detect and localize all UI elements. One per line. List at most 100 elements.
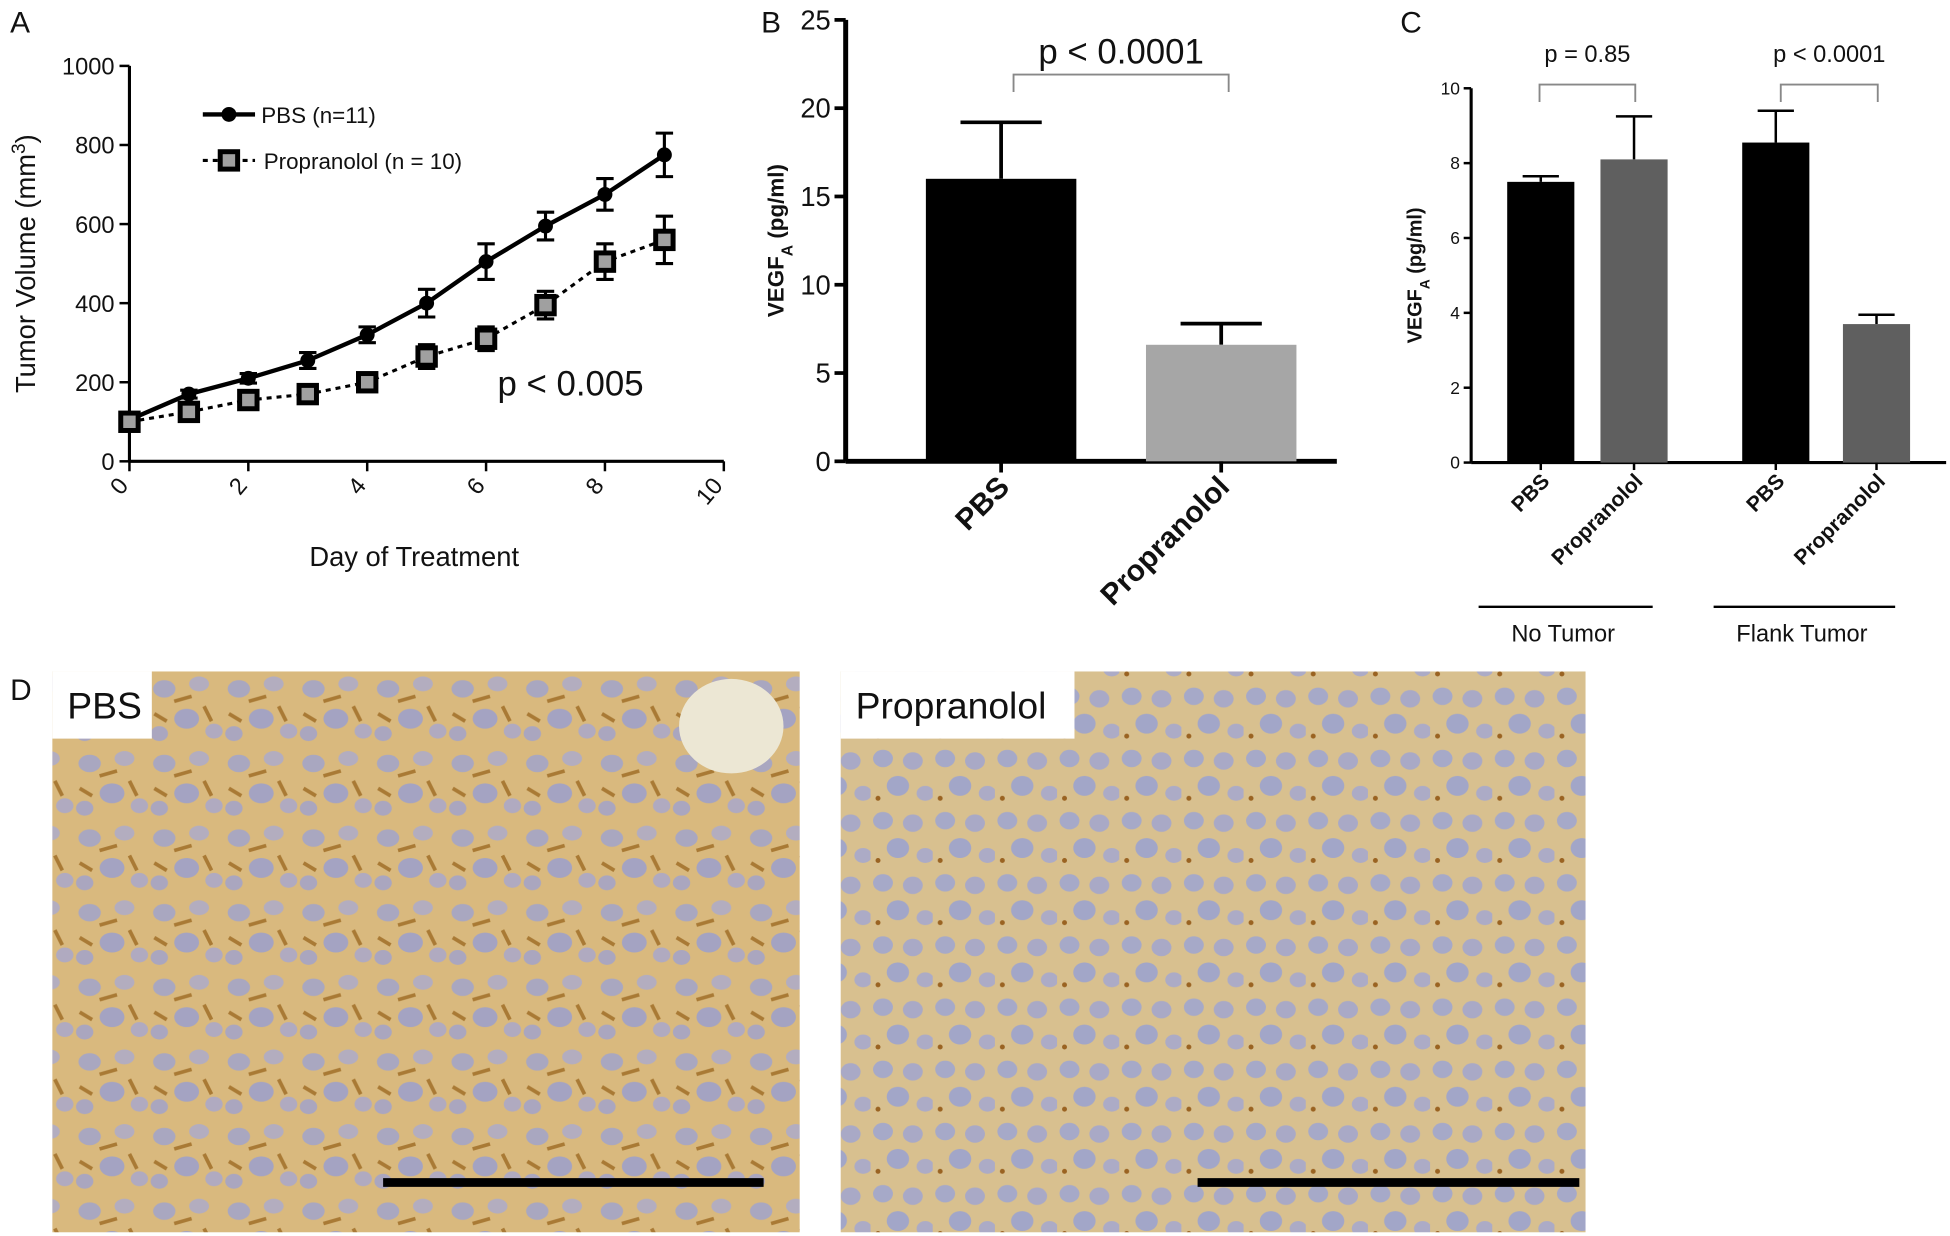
error-bar [1180, 321, 1262, 345]
axis-title: VEGFA (pg/ml) [764, 164, 797, 317]
legend-label: PBS (n=11) [261, 103, 376, 128]
vessel [679, 678, 784, 774]
bracket [1779, 83, 1879, 102]
bracket [1538, 83, 1637, 102]
marker [118, 410, 141, 433]
annotation: p < 0.005 [498, 364, 644, 403]
legend-label: Propranolol (n = 10) [264, 149, 462, 174]
y-tick-label: 10 [800, 269, 830, 300]
error-bar [960, 120, 1042, 179]
micrograph [52, 671, 800, 1233]
marker [240, 370, 256, 386]
marker [237, 388, 260, 412]
x-tick-label: 4 [343, 473, 371, 500]
y-tick-label: 2 [1450, 378, 1460, 398]
marker [356, 371, 379, 394]
annotation: p < 0.0001 [1038, 32, 1203, 71]
legend-marker [217, 149, 241, 172]
error-bar [1615, 115, 1653, 160]
y-tick-label: 800 [75, 134, 114, 160]
x-tick-label: PBS [949, 470, 1016, 537]
axis-title-part: A [1416, 279, 1432, 289]
x-tick-label: 2 [225, 473, 253, 500]
group-label: Flank Tumor [1736, 622, 1867, 648]
micrograph [840, 671, 1586, 1233]
marker [296, 382, 319, 406]
marker [593, 250, 617, 273]
y-tick-label: 8 [1450, 153, 1460, 173]
bar [925, 178, 1077, 462]
x-tick-label: PBS [1507, 470, 1554, 517]
x-tick-label: 6 [462, 473, 490, 500]
marker [300, 353, 316, 368]
series-line [129, 238, 665, 424]
panel-label: C [1400, 6, 1422, 39]
axis-title: Tumor Volume (mm3) [8, 134, 40, 393]
bar [1742, 142, 1810, 463]
group-label: No Tumor [1511, 622, 1615, 648]
marker [538, 218, 553, 234]
label-box [52, 671, 152, 739]
marker [419, 295, 435, 311]
bar [1507, 181, 1575, 463]
series-line [128, 153, 666, 422]
bar [1600, 159, 1668, 463]
panel-label: B [761, 6, 781, 39]
x-tick-label: Propranolol [1094, 470, 1236, 612]
axis-title-part: (pg/ml) [764, 164, 789, 245]
marker [474, 327, 498, 350]
y-tick-label: 20 [800, 93, 830, 124]
y-tick-label: 0 [101, 450, 114, 476]
y-tick-label: 25 [800, 4, 830, 35]
axis-title-part: A [779, 245, 796, 256]
x-tick-label: Propranolol [1790, 470, 1890, 570]
axis-title: VEGFA (pg/ml) [1404, 207, 1432, 343]
annotation: p < 0.0001 [1773, 42, 1885, 68]
label-box [840, 671, 1075, 739]
marker [534, 293, 557, 317]
y-tick-label: 4 [1450, 303, 1460, 323]
axis-title-part: ) [10, 134, 41, 143]
x-tick-label: 10 [692, 473, 729, 510]
image-label: Propranolol [856, 685, 1047, 727]
x-tick-label: Propranolol [1547, 470, 1647, 570]
marker [415, 345, 438, 368]
y-tick-label: 0 [1450, 453, 1460, 473]
error-bar [1522, 174, 1559, 182]
axis-title-part: 3 [8, 143, 29, 154]
y-tick-label: 0 [816, 446, 831, 477]
marker [478, 254, 494, 270]
y-tick-label: 10 [1441, 78, 1460, 98]
marker [656, 147, 672, 163]
bar [1145, 344, 1297, 462]
error-bar [1757, 109, 1794, 143]
annotation: p = 0.85 [1544, 42, 1630, 68]
x-axis-title: Day of Treatment [309, 541, 519, 572]
bar [1842, 324, 1911, 463]
x-tick-label: 0 [106, 473, 134, 500]
marker [359, 327, 375, 343]
marker [653, 228, 676, 252]
x-tick-label: 8 [581, 473, 609, 500]
y-tick-label: 600 [75, 213, 114, 239]
x-tick-label: PBS [1742, 470, 1789, 517]
marker [597, 186, 613, 202]
y-tick-label: 1000 [62, 55, 115, 81]
y-tick-label: 6 [1450, 228, 1460, 248]
y-tick-label: 400 [75, 292, 114, 318]
y-tick-label: 200 [75, 371, 114, 397]
marker [177, 400, 201, 424]
axis-title-part: VEGF [764, 256, 789, 317]
bracket [1012, 73, 1230, 93]
panel-label: A [10, 6, 30, 39]
axis-title-part: VEGF [1404, 289, 1426, 343]
y-tick-label: 15 [800, 181, 830, 212]
y-tick-label: 5 [816, 358, 831, 389]
error-bar [1858, 313, 1895, 325]
axis-title-part: Tumor Volume (mm [10, 154, 41, 393]
axis-title-part: (pg/ml) [1404, 207, 1426, 279]
panel-label: D [10, 674, 32, 707]
image-label: PBS [67, 685, 142, 727]
